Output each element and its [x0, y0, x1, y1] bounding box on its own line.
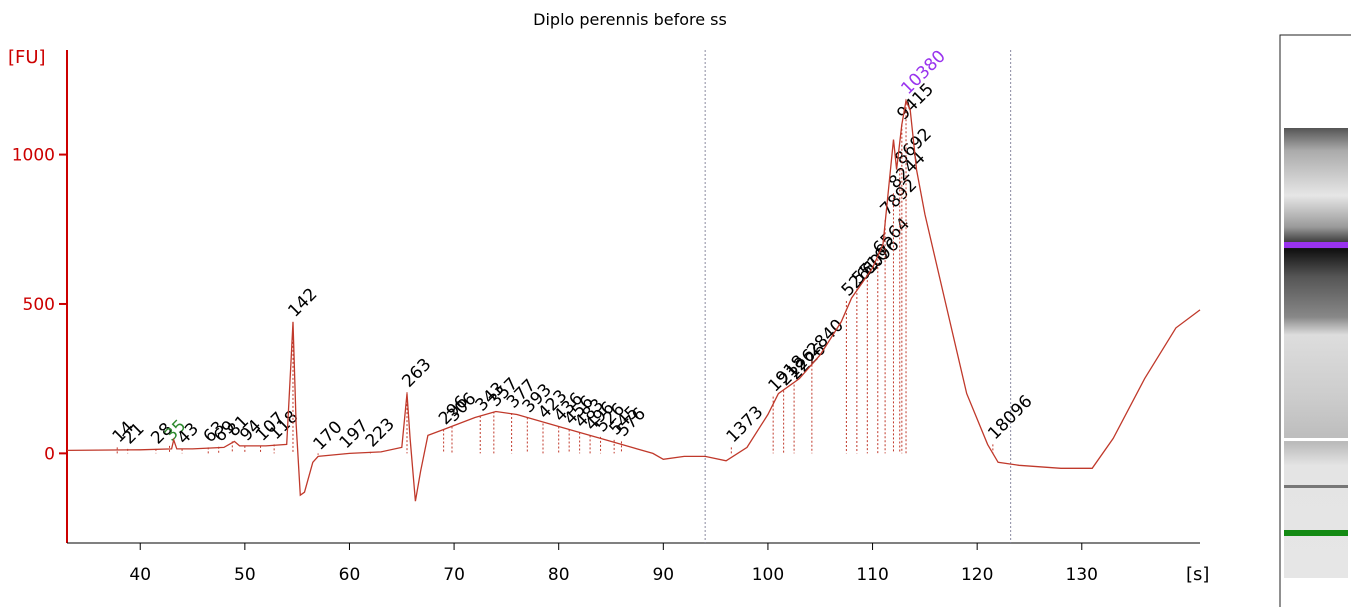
- x-tick-label: 80: [548, 565, 570, 585]
- x-axis-title: [s]: [1186, 564, 1209, 585]
- x-tick-label: 50: [234, 565, 256, 585]
- peak-label: 1373: [723, 402, 768, 447]
- x-tick-label: 40: [129, 565, 151, 585]
- x-tick-label: 120: [961, 565, 993, 585]
- y-axis-title: [FU]: [8, 47, 46, 68]
- chart-title: Diplo perennis before ss: [533, 10, 727, 29]
- y-tick-label: 0: [44, 444, 55, 464]
- peak-label: 142: [284, 284, 321, 321]
- peak-label: 223: [362, 414, 399, 451]
- y-tick-label: 1000: [12, 146, 55, 166]
- x-tick-label: 60: [339, 565, 361, 585]
- x-tick-label: 70: [443, 565, 465, 585]
- gel-lane: [1279, 34, 1351, 607]
- y-tick-label: 500: [23, 295, 55, 315]
- x-tick-label: 110: [856, 565, 888, 585]
- trace-line: [66, 98, 1201, 502]
- x-tick-label: 130: [1066, 565, 1098, 585]
- peak-label: 263: [398, 355, 435, 392]
- x-tick-label: 90: [652, 565, 674, 585]
- x-tick-label: 100: [752, 565, 784, 585]
